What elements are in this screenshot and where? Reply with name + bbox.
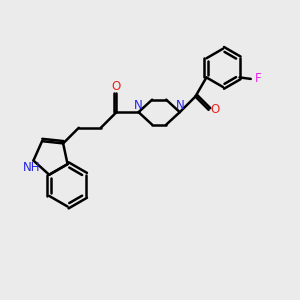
Text: N: N — [176, 99, 184, 112]
Text: N: N — [134, 99, 143, 112]
Text: O: O — [112, 80, 121, 93]
Text: F: F — [254, 72, 261, 86]
Text: NH: NH — [23, 161, 41, 174]
Text: O: O — [211, 103, 220, 116]
